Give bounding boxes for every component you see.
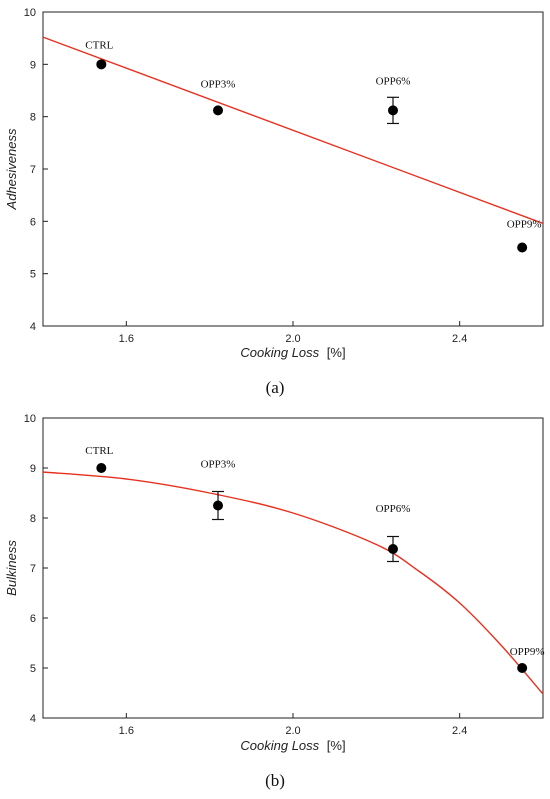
point-label-ctrl: CTRL: [85, 445, 113, 457]
point-label-opp3pct: OPP3%: [201, 78, 236, 90]
points-b: CTRL OPP3% OPP6% OPP9%: [85, 445, 545, 673]
point-label-opp6pct: OPP6%: [376, 503, 411, 515]
point-label-ctrl: CTRL: [85, 39, 113, 51]
plot-frame-b: [42, 417, 544, 719]
point-label-opp9pct: OPP9%: [507, 219, 542, 231]
data-point-opp3pct: [213, 500, 223, 511]
panel-a: 1.6 2.0 2.4 4 5 6 7 8 9 10 CTRL OPP3% OPP6% OPP9% Co…: [4, 7, 544, 397]
y-tick-label: 9: [30, 463, 36, 475]
plot-frame-a: [42, 11, 544, 327]
y-tick-label: 5: [30, 663, 36, 675]
x-tick-label: 1.6: [119, 333, 134, 345]
x-tick-label: 2.0: [285, 333, 300, 345]
y-tick-label: 6: [30, 613, 36, 625]
x-tick-label: 2.0: [285, 725, 300, 737]
x-tick-label: 2.4: [452, 725, 467, 737]
y-tick-label: 4: [30, 321, 36, 333]
panel-b: 1.6 2.0 2.4 4 5 6 7 8 9 10 CTRL OPP3% OPP6% OPP9% Co…: [4, 413, 545, 790]
panel-label-a: (a): [266, 378, 285, 397]
y-tick-label: 10: [24, 413, 36, 425]
fit-curve-b: [42, 471, 544, 695]
y-tick-label: 8: [30, 112, 36, 124]
x-tick-label: 1.6: [119, 725, 134, 737]
panel-label-b: (b): [265, 771, 285, 790]
data-point-opp6pct: [388, 105, 398, 116]
data-point-opp3pct: [213, 105, 223, 116]
point-label-opp3pct: OPP3%: [201, 459, 236, 471]
fit-line-a: [42, 36, 544, 225]
data-point-ctrl: [96, 59, 107, 70]
y-tick-label: 5: [30, 269, 36, 281]
x-tick-label: 2.4: [452, 333, 467, 345]
data-point-opp9pct: [517, 242, 528, 253]
x-axis-label-a: Cooking Loss: [240, 345, 319, 360]
axes-a: 1.6 2.0 2.4 4 5 6 7 8 9 10: [24, 7, 468, 345]
x-axis-unit-a: [%]: [327, 345, 346, 360]
x-axis-label-b: Cooking Loss: [240, 738, 319, 753]
y-tick-label: 10: [24, 7, 36, 19]
y-axis-title-a: Adhesiveness: [4, 128, 19, 210]
point-label-opp6pct: OPP6%: [376, 75, 411, 87]
axes-b: 1.6 2.0 2.4 4 5 6 7 8 9 10: [24, 413, 468, 737]
y-tick-label: 7: [30, 164, 36, 176]
points-a: CTRL OPP3% OPP6% OPP9%: [85, 39, 542, 253]
point-label-opp9pct: OPP9%: [510, 646, 545, 658]
data-point-ctrl: [96, 463, 107, 473]
y-tick-label: 4: [30, 713, 36, 725]
y-tick-label: 7: [30, 563, 36, 575]
y-tick-label: 9: [30, 59, 36, 71]
y-tick-label: 6: [30, 216, 36, 228]
data-point-opp9pct: [517, 663, 528, 673]
data-point-opp6pct: [388, 544, 398, 554]
x-axis-title-a: Cooking Loss [%]: [240, 345, 345, 360]
x-axis-unit-b: [%]: [327, 738, 346, 753]
y-tick-label: 8: [30, 513, 36, 525]
y-axis-title-b: Bulkiness: [4, 540, 19, 596]
x-axis-title-b: Cooking Loss [%]: [240, 738, 345, 753]
